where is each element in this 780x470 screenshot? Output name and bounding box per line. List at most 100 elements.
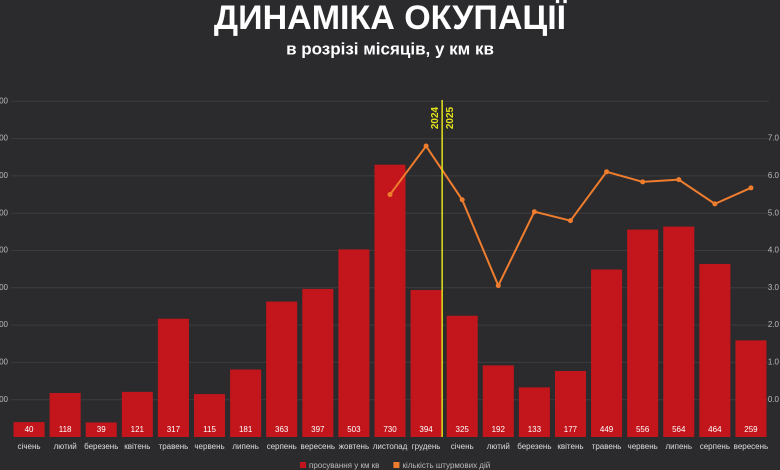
x-tick-label: березень	[517, 442, 551, 451]
bar-value-label: 325	[456, 425, 470, 434]
x-tick-label: січень	[18, 442, 41, 451]
y2-tick-label: 4.0	[768, 246, 780, 255]
chart-subtitle: в розрізі місяців, у км кв	[286, 39, 494, 58]
bar	[85, 422, 117, 437]
bar	[13, 422, 45, 437]
bar-value-label: 503	[347, 425, 361, 434]
x-tick-label: травень	[159, 442, 189, 451]
x-tick-label: серпень	[267, 442, 297, 451]
y-tick-label: 400	[0, 283, 9, 292]
x-tick-label: серпень	[700, 442, 730, 451]
line-point	[748, 185, 754, 191]
line-point	[604, 169, 610, 175]
legend-label: кількість штурмових дій	[402, 461, 490, 470]
x-tick-label: квітень	[124, 442, 150, 451]
bar	[482, 365, 514, 437]
y2-tick-label: 1.0	[768, 358, 780, 367]
line-point	[531, 209, 537, 215]
bar-value-label: 449	[600, 425, 614, 434]
bar-value-label: 363	[275, 425, 289, 434]
bar	[230, 369, 262, 437]
legend-swatch	[300, 462, 306, 468]
x-tick-label: червень	[194, 442, 224, 451]
x-tick-label: грудень	[412, 442, 441, 451]
year-label: 2024	[430, 106, 441, 129]
y-tick-label: 700	[0, 171, 9, 180]
legend-swatch	[393, 462, 400, 468]
line-point	[459, 197, 465, 203]
bar	[49, 392, 81, 437]
bar	[302, 288, 334, 437]
bar	[374, 164, 406, 437]
y-tick-label: 600	[0, 208, 9, 217]
x-tick-label: квітень	[557, 442, 583, 451]
bar	[699, 263, 731, 437]
bar	[591, 269, 623, 437]
y-tick-label: 100	[0, 395, 9, 404]
x-tick-label: травень	[592, 442, 622, 451]
legend-label: просування у км кв	[309, 461, 379, 470]
bar	[554, 370, 586, 437]
y-tick-label: 800	[0, 134, 9, 143]
bar-value-label: 259	[744, 425, 758, 434]
bar	[663, 226, 695, 437]
y2-tick-label: 0.0	[768, 395, 780, 404]
bar-value-label: 118	[59, 425, 72, 434]
bar-value-label: 133	[528, 425, 542, 434]
bar	[735, 340, 767, 437]
bar	[266, 301, 298, 437]
line-point	[387, 192, 393, 198]
y-tick-label: 900	[0, 96, 9, 105]
x-tick-label: лютий	[54, 442, 77, 451]
bar-value-label: 177	[564, 425, 578, 434]
y2-tick-label: 6.0	[768, 171, 780, 180]
y-tick-label: 500	[0, 246, 9, 255]
year-label: 2025	[445, 106, 456, 129]
line-point	[712, 201, 718, 207]
bar	[627, 229, 659, 437]
bar-value-label: 181	[239, 425, 253, 434]
bar-value-label: 394	[419, 425, 433, 434]
x-tick-label: липень	[666, 442, 693, 451]
bar	[518, 387, 550, 437]
bar-value-label: 192	[492, 425, 506, 434]
x-tick-label: червень	[628, 442, 658, 451]
line-point	[676, 177, 682, 183]
bar	[121, 391, 153, 437]
bar-value-label: 564	[672, 425, 686, 434]
x-tick-label: листопад	[373, 442, 408, 451]
bar-value-label: 397	[311, 425, 325, 434]
x-tick-label: жовтень	[339, 442, 369, 451]
line-point	[567, 218, 573, 224]
bar-value-label: 730	[383, 425, 397, 434]
x-tick-label: березень	[84, 442, 118, 451]
bar	[338, 249, 370, 437]
bar-value-label: 317	[167, 425, 181, 434]
bar-value-label: 121	[131, 425, 145, 434]
chart-title: ДИНАМІКА ОКУПАЦІЇ	[214, 0, 568, 37]
x-tick-label: липень	[232, 442, 259, 451]
y2-tick-label: 2.0	[768, 320, 780, 329]
bar-value-label: 556	[636, 425, 650, 434]
x-tick-label: вересень	[301, 442, 336, 451]
bar-value-label: 40	[25, 425, 34, 434]
line	[389, 144, 752, 288]
line-point	[640, 179, 646, 185]
bar	[446, 315, 478, 437]
y-tick-label: 300	[0, 320, 9, 329]
y-tick-label: 200	[0, 358, 9, 367]
x-tick-label: вересень	[734, 442, 769, 451]
bar-value-label: 115	[203, 425, 216, 434]
x-tick-label: лютий	[487, 442, 510, 451]
bar	[157, 318, 189, 437]
bar	[194, 394, 226, 437]
line-point	[495, 283, 501, 289]
y2-tick-label: 7.0	[768, 134, 780, 143]
y2-tick-label: 5.0	[768, 208, 780, 217]
x-tick-label: січень	[451, 442, 474, 451]
line-point	[423, 143, 429, 149]
bar-value-label: 39	[97, 425, 106, 434]
bar-value-label: 464	[708, 425, 722, 434]
bar	[410, 290, 442, 437]
